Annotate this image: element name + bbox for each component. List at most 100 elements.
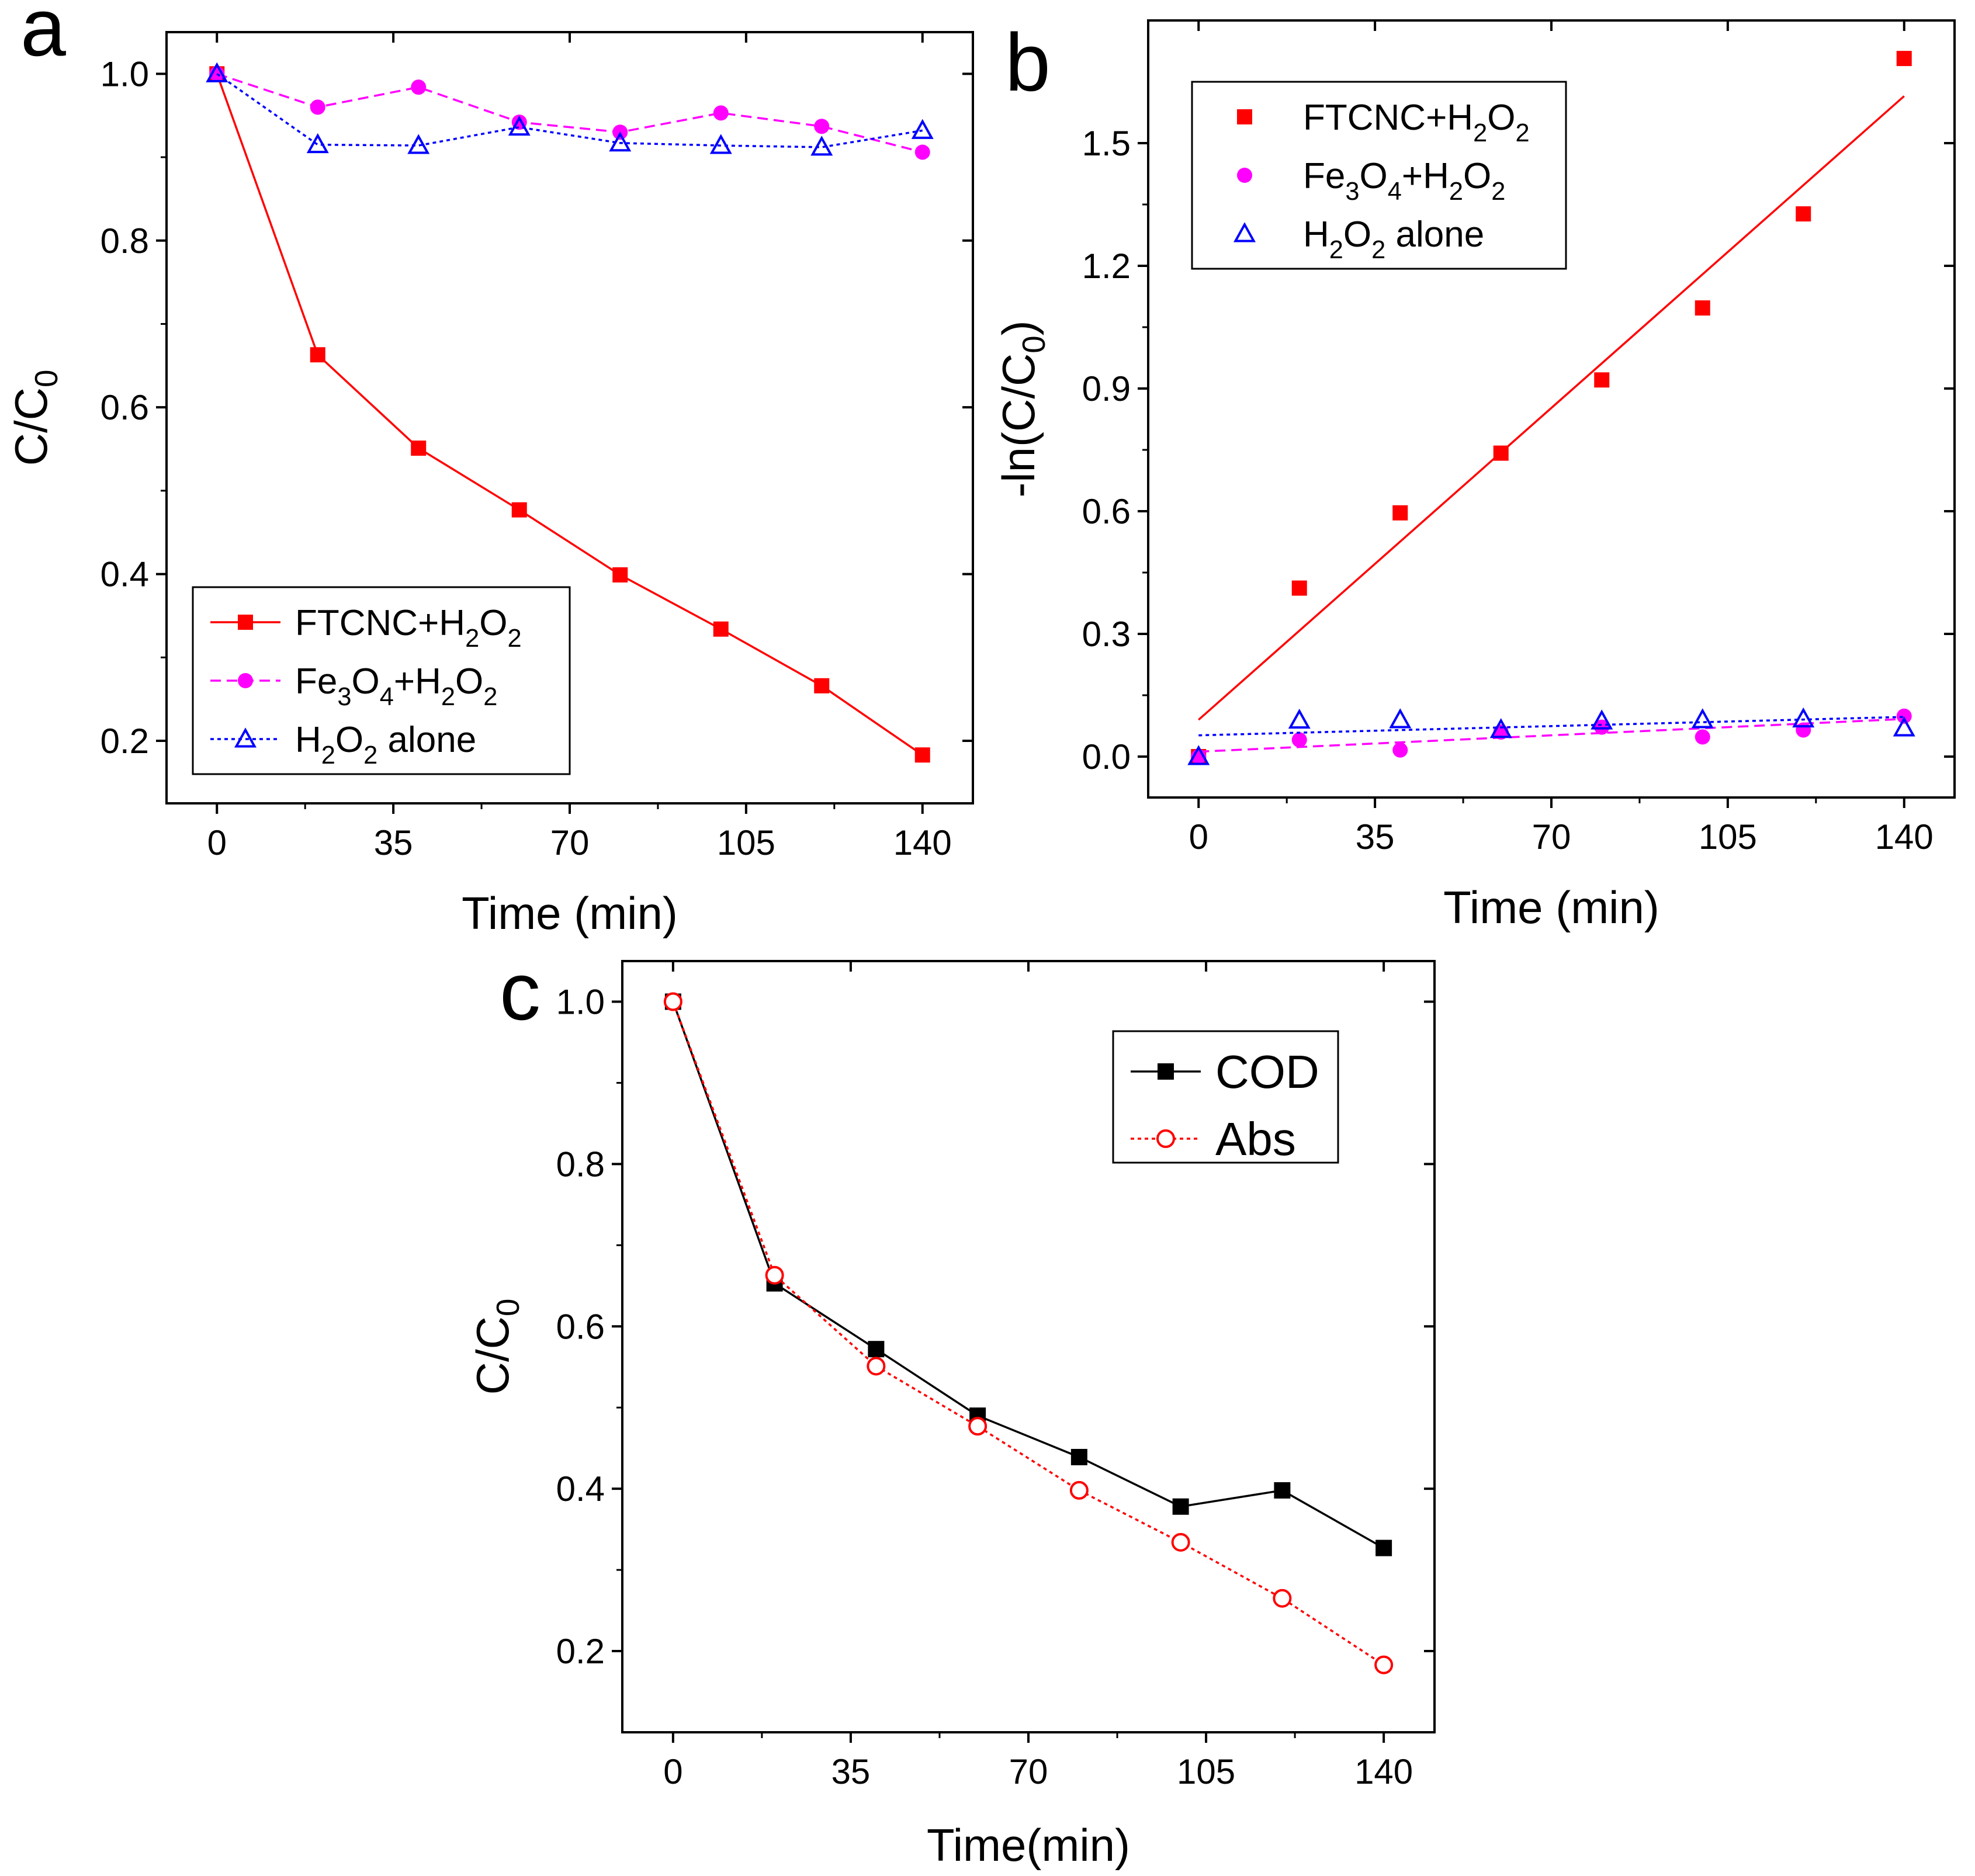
data-point <box>407 134 430 154</box>
x-tick-label: 105 <box>717 823 775 862</box>
y-tick-label: 0.2 <box>101 722 149 761</box>
legend: COD Abs <box>1112 1030 1339 1165</box>
data-point <box>1594 372 1610 388</box>
fit-line <box>1198 95 1905 721</box>
legend-marker <box>1156 1129 1175 1148</box>
legend-label: H2O2 alone <box>295 720 476 769</box>
data-point <box>1389 708 1412 729</box>
data-point <box>1172 1498 1189 1515</box>
y-tick-label: 0.2 <box>556 1632 605 1671</box>
data-point <box>609 131 632 152</box>
data-point <box>1489 718 1512 738</box>
data-point <box>1691 708 1714 729</box>
data-point <box>1273 1589 1292 1608</box>
x-tick-label: 0 <box>207 823 227 862</box>
y-tick-label: 1.0 <box>101 54 149 93</box>
x-tick-label: 70 <box>1009 1752 1048 1791</box>
data-point <box>310 99 325 115</box>
data-point <box>709 134 732 154</box>
x-tick-label: 35 <box>374 823 413 862</box>
legend-marker <box>238 673 253 688</box>
data-point <box>206 62 228 82</box>
data-point <box>814 119 830 134</box>
series-line <box>216 72 923 154</box>
y-tick-label: 0.6 <box>101 388 149 427</box>
x-axis-title: Time (min) <box>462 887 678 939</box>
data-point <box>1896 708 1912 724</box>
x-tick-label: 35 <box>831 1752 871 1791</box>
legend: FTCNC+H2O2 Fe3O4+H2O2 H2O2 alone <box>192 586 571 775</box>
legend-marker <box>1237 168 1252 183</box>
data-point <box>867 1357 886 1376</box>
legend-marker <box>238 615 253 630</box>
data-point <box>612 567 628 582</box>
data-point <box>1274 1482 1291 1499</box>
data-point <box>914 747 930 763</box>
series-line <box>672 1001 1384 1549</box>
data-point <box>1896 51 1912 67</box>
legend-box <box>1191 81 1567 270</box>
data-point <box>1893 716 1915 737</box>
data-point <box>411 79 427 95</box>
y-tick-label: 0.4 <box>556 1469 605 1509</box>
y-tick-label: 1.0 <box>556 982 605 1021</box>
y-tick-label: 0.3 <box>1082 615 1131 654</box>
y-tick-label: 1.2 <box>1082 247 1131 286</box>
series-Fe3O4+H2O2 <box>1191 708 1912 764</box>
series-H2O2 alone <box>1187 707 1915 765</box>
x-tick-label: 35 <box>1356 817 1395 856</box>
data-point <box>508 115 531 136</box>
legend-label: Abs <box>1215 1113 1296 1165</box>
data-point <box>310 347 325 363</box>
series-Fe3O4+H2O2 <box>209 66 930 160</box>
x-tick-label: 140 <box>1875 817 1934 856</box>
data-point <box>1291 580 1307 596</box>
legend-box <box>192 586 571 775</box>
legend-marker <box>1237 109 1252 124</box>
y-axis-title: C/C0 <box>5 370 64 466</box>
y-tick-label: 0.4 <box>101 555 149 594</box>
legend-label: H2O2 alone <box>1303 214 1484 264</box>
y-tick-label: 0.0 <box>1082 737 1131 776</box>
legend-label: Fe3O4+H2O2 <box>295 661 497 711</box>
fit-line <box>1198 717 1904 753</box>
data-point <box>1070 1448 1087 1465</box>
data-point <box>1375 1539 1392 1556</box>
data-point <box>1695 300 1710 316</box>
data-point <box>1374 1655 1394 1674</box>
y-tick-label: 0.8 <box>556 1145 605 1184</box>
data-point <box>1187 745 1210 765</box>
series-line <box>672 1001 1385 1666</box>
legend-marker <box>1233 222 1256 242</box>
y-tick-label: 0.8 <box>101 221 149 261</box>
x-tick-label: 105 <box>1699 817 1757 856</box>
data-point <box>1171 1532 1190 1552</box>
y-tick-label: 1.5 <box>1082 124 1131 163</box>
data-point <box>1792 707 1815 728</box>
y-tick-label: 0.6 <box>1082 492 1131 531</box>
data-point <box>1695 729 1710 745</box>
fit-line <box>1198 716 1904 737</box>
data-point <box>306 133 329 154</box>
legend-marker <box>234 727 257 748</box>
series-H2O2 alone <box>206 62 934 156</box>
data-point <box>814 678 830 693</box>
x-tick-label: 0 <box>663 1752 682 1791</box>
x-tick-label: 105 <box>1177 1752 1235 1791</box>
x-tick-label: 140 <box>893 823 952 862</box>
series-Abs <box>663 992 1394 1674</box>
data-point <box>1493 445 1509 461</box>
panel-letter-b: b <box>1005 16 1051 108</box>
data-point <box>1392 742 1408 758</box>
legend-label: FTCNC+H2O2 <box>1303 98 1530 147</box>
data-point <box>1796 206 1811 222</box>
legend-box <box>1112 1030 1339 1164</box>
data-point <box>765 1265 784 1285</box>
data-point <box>511 502 527 518</box>
data-point <box>868 1341 885 1358</box>
chart-panel-b: b 0 35 70 105 140 0.0 0.3 0.6 0.9 1.2 1.5 Time (min)… <box>993 16 1956 933</box>
data-point <box>411 441 427 456</box>
chart-panel-c: c 0 35 70 105 140 0.2 0.4 0.6 0.8 1.0 Time(min) C/C0… <box>467 945 1436 1871</box>
legend-label: Fe3O4+H2O2 <box>1303 156 1505 206</box>
